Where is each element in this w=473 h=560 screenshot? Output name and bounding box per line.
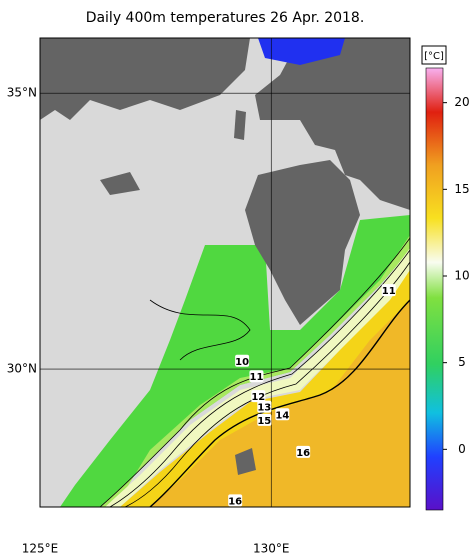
colorbar-unit-box xyxy=(421,45,447,65)
land xyxy=(40,38,250,120)
colorbar xyxy=(425,67,444,511)
contour-line xyxy=(149,299,251,361)
land xyxy=(234,110,246,140)
land xyxy=(100,172,140,195)
contour-label: 11 xyxy=(382,286,396,297)
contour-label-box xyxy=(381,284,396,297)
contour-label: 16 xyxy=(228,496,242,507)
colorbar-tick-label: 15 xyxy=(454,182,469,196)
contour-label-box xyxy=(257,400,272,413)
contour-label-box xyxy=(249,370,264,383)
land xyxy=(245,160,360,325)
colorbar-tick-label: 10 xyxy=(454,269,469,283)
contour-label: 15 xyxy=(257,416,271,427)
cold-water xyxy=(258,38,345,65)
contour-label-box xyxy=(251,390,266,403)
land xyxy=(235,448,256,475)
land xyxy=(255,38,410,210)
temperature-field xyxy=(150,300,410,507)
contour-label: 12 xyxy=(251,392,265,403)
y-tick-label: 30°N xyxy=(7,362,37,376)
contour-label: 10 xyxy=(235,357,249,368)
contour-label-box xyxy=(296,445,311,458)
contour-label-box xyxy=(228,494,243,507)
contour-label: 13 xyxy=(257,403,271,414)
x-tick-label: 125°E xyxy=(22,542,59,556)
temperature-field xyxy=(100,235,410,507)
y-tick-label: 35°N xyxy=(7,86,37,100)
map-frame xyxy=(39,37,411,508)
colorbar-tick-label: 0 xyxy=(458,442,466,456)
colorbar-tick-label: 20 xyxy=(454,95,469,109)
contour-line xyxy=(109,249,410,507)
contour-label-box xyxy=(257,413,272,426)
contour-label-box xyxy=(235,354,250,367)
map-area xyxy=(40,38,410,507)
colorbar-tick-label: 5 xyxy=(458,355,466,369)
colorbar-unit: [°C] xyxy=(424,51,444,62)
contour-line xyxy=(149,299,410,507)
contour-label: 14 xyxy=(275,410,289,421)
temperature-field xyxy=(60,215,410,507)
title: Daily 400m temperatures 26 Apr. 2018. xyxy=(86,10,365,26)
x-tick-label: 130°E xyxy=(253,542,290,556)
contour-label: 16 xyxy=(296,448,310,459)
contour-label-box xyxy=(275,408,290,421)
contour-label: 11 xyxy=(249,372,263,383)
